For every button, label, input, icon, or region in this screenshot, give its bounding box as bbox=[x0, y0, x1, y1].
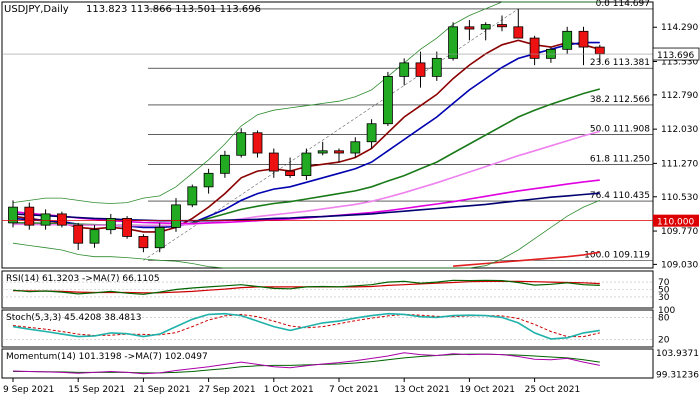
stoch-panel bbox=[1, 309, 654, 348]
candle-body bbox=[529, 37, 540, 59]
rsi-axis-label: 30 bbox=[658, 293, 670, 303]
stoch-axis-label: 100 bbox=[658, 306, 675, 316]
date-label: 15 Sep 2021 bbox=[68, 385, 125, 395]
fib-label: 23.6 113.381 bbox=[590, 58, 650, 68]
candle-body bbox=[497, 24, 507, 28]
price-tick-label: 109.770 bbox=[661, 227, 698, 237]
fib-label: 50.0 111.908 bbox=[590, 125, 650, 135]
candle-body bbox=[480, 24, 491, 30]
momentum-axis-label: 99.31236 bbox=[656, 371, 699, 381]
date-label: 21 Sep 2021 bbox=[133, 385, 190, 395]
price-tick-label: 111.270 bbox=[661, 159, 698, 169]
momentum-axis-label: 103.9371 bbox=[656, 349, 699, 359]
chart-title: USDJPY,Daily bbox=[4, 4, 69, 15]
date-label: 13 Oct 2021 bbox=[394, 385, 450, 395]
candle-body bbox=[8, 206, 18, 224]
highlight-price-label: 110.000 bbox=[657, 218, 694, 228]
overlay-line bbox=[12, 200, 600, 269]
date-label: 27 Sep 2021 bbox=[199, 385, 256, 395]
price-tick-label: 109.030 bbox=[661, 260, 698, 270]
candle-body bbox=[154, 227, 165, 249]
candle-body bbox=[40, 213, 51, 226]
candle-body bbox=[415, 62, 426, 77]
candle-body bbox=[464, 26, 475, 30]
price-tick-label: 112.790 bbox=[661, 91, 698, 101]
candle-body bbox=[89, 229, 100, 244]
ohlc-header: 113.823 113.866 113.501 113.696 bbox=[86, 4, 261, 15]
overlay-line bbox=[12, 192, 600, 222]
date-label: 1 Oct 2021 bbox=[264, 385, 314, 395]
candle-body bbox=[105, 218, 116, 231]
overlay-line bbox=[453, 251, 600, 267]
rsi-axis-label: 50 bbox=[658, 286, 670, 296]
candle-body bbox=[301, 152, 312, 176]
candle-body bbox=[366, 123, 377, 143]
momentum-panel bbox=[1, 348, 654, 379]
moving-averages bbox=[12, 1, 601, 269]
rsi-label: RSI(14) 61.3203 ->MA(7) 66.1105 bbox=[6, 274, 160, 284]
candle-body bbox=[252, 132, 263, 154]
date-label: 7 Oct 2021 bbox=[329, 385, 379, 395]
candle-body bbox=[350, 141, 361, 154]
candle-body bbox=[171, 204, 181, 228]
current-price-label: 113.696 bbox=[657, 51, 694, 61]
price-tick-label: 114.290 bbox=[661, 23, 698, 33]
candle-body bbox=[24, 206, 35, 226]
rsi-line bbox=[12, 279, 600, 295]
date-label: 25 Oct 2021 bbox=[525, 385, 581, 395]
axes: 114.290 113.530 112.790 112.030 111.270 110.5… bbox=[2, 23, 700, 395]
stoch-label: Stoch(5,3,3) 45.4208 38.4813 bbox=[6, 313, 141, 323]
date-label: 19 Oct 2021 bbox=[459, 385, 515, 395]
stoch-axis-label: 80 bbox=[658, 313, 670, 323]
candle-body bbox=[203, 172, 214, 188]
fibonacci-levels: 0.0 114.697 23.6 113.381 38.2 112.566 50.0 … bbox=[143, 0, 653, 261]
candle-body bbox=[285, 170, 296, 176]
candle-body bbox=[334, 150, 344, 154]
candle-body bbox=[431, 57, 442, 77]
candle-body bbox=[594, 46, 605, 55]
stoch-k-line bbox=[12, 312, 600, 340]
momentum-line bbox=[12, 352, 600, 375]
fib-label: 100.0 109.119 bbox=[584, 250, 650, 260]
candle-body bbox=[73, 224, 84, 244]
candle-body bbox=[399, 62, 410, 77]
highlight-price-box bbox=[653, 214, 699, 227]
candle-body bbox=[382, 75, 393, 125]
candles bbox=[8, 8, 605, 253]
candle-body bbox=[317, 150, 328, 154]
price-tick-label: 113.530 bbox=[661, 58, 698, 68]
fib-label: 38.2 112.566 bbox=[590, 95, 650, 105]
candle-body bbox=[57, 213, 67, 226]
fib-label: 0.0 114.697 bbox=[596, 0, 650, 9]
fib-label: 76.4 110.435 bbox=[590, 191, 650, 201]
candle-body bbox=[236, 132, 247, 156]
momentum-label: Momentum(14) 101.3198 ->MA(7) 102.0497 bbox=[6, 352, 208, 362]
overlay-line bbox=[12, 1, 600, 204]
candle-body bbox=[122, 218, 132, 237]
candle-body bbox=[448, 26, 459, 59]
candle-body bbox=[187, 186, 198, 206]
candle-body bbox=[578, 30, 589, 48]
candle-body bbox=[138, 236, 149, 249]
rsi-axis-label: 70 bbox=[658, 278, 670, 288]
fib-label: 61.8 111.250 bbox=[590, 154, 650, 164]
candle-body bbox=[562, 30, 573, 50]
candle-body bbox=[513, 26, 524, 39]
current-price-box bbox=[652, 47, 700, 61]
stoch-d-line bbox=[12, 313, 600, 338]
price-tick-label: 112.030 bbox=[661, 125, 698, 135]
date-label: 9 Sep 2021 bbox=[3, 385, 54, 395]
stoch-axis-label: 20 bbox=[658, 336, 670, 346]
candle-body bbox=[268, 152, 279, 172]
price-tick-label: 110.530 bbox=[661, 193, 698, 203]
candle-body bbox=[219, 154, 230, 174]
